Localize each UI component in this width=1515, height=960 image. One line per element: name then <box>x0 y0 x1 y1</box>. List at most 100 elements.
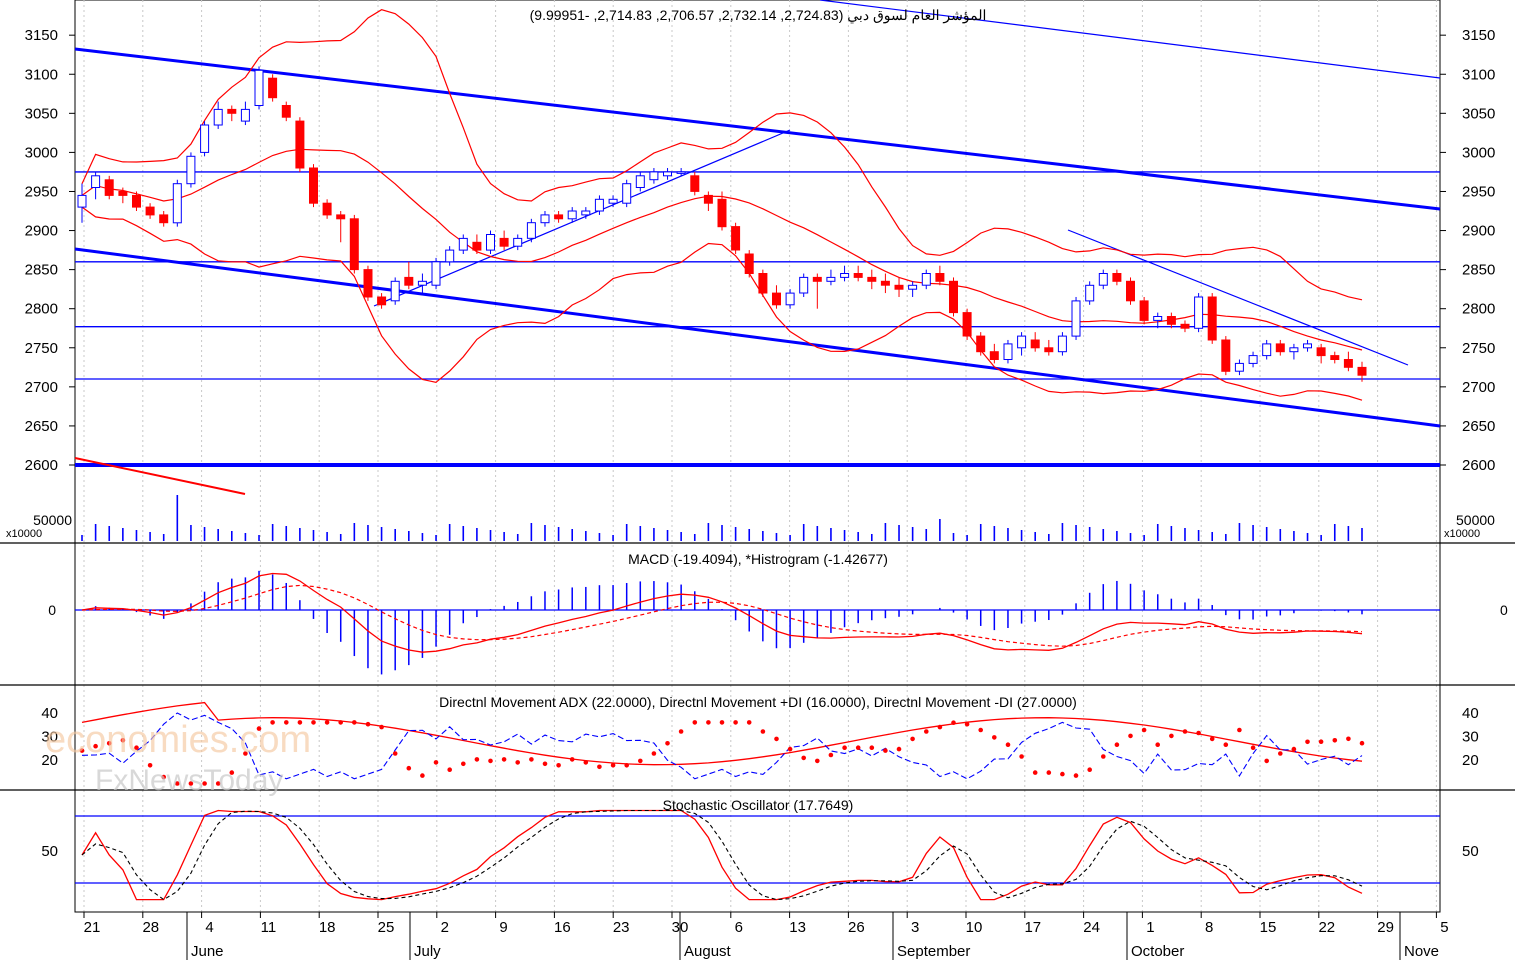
candle-body <box>867 276 877 282</box>
y-tick-label-right: 2900 <box>1462 223 1495 240</box>
grid <box>83 0 1437 912</box>
candle-body <box>322 202 332 216</box>
x-tick-label: 24 <box>1083 919 1100 936</box>
volume-tick-right: 50000 <box>1456 512 1495 528</box>
candle-body <box>649 171 659 181</box>
candle-body <box>554 214 564 220</box>
x-tick-label: 29 <box>1377 919 1394 936</box>
candle-body <box>1207 296 1217 341</box>
candle-body <box>526 222 536 239</box>
minus-di-dot <box>760 729 766 734</box>
indicators <box>75 495 1440 901</box>
minus-di-dot <box>1046 770 1052 775</box>
stoch-tick-left: 50 <box>41 843 58 860</box>
candle-body <box>744 253 754 274</box>
minus-di-dot <box>1250 745 1256 750</box>
candle-body <box>1112 273 1122 282</box>
minus-di-dot <box>106 741 112 746</box>
x-tick-label: 1 <box>1146 919 1154 936</box>
candle-body <box>1085 284 1095 302</box>
candle-body <box>1003 343 1013 360</box>
candle-body <box>663 171 672 177</box>
minus-di-dot <box>937 724 943 730</box>
axes: 21 28 4 11 18 25 2 9 16 23 30 6 13 26 3 10 17 24 1 8 15 22 29 5… <box>0 27 1515 960</box>
candle-body <box>703 194 713 204</box>
candle-body <box>1343 359 1353 368</box>
candle-body <box>1262 343 1272 357</box>
minus-di-dot <box>420 773 425 778</box>
candle-body <box>608 198 618 204</box>
y-tick-label-right: 2600 <box>1462 457 1495 474</box>
x-tick-label: 4 <box>205 919 213 936</box>
minus-di-dot <box>1114 742 1120 747</box>
month-label: July <box>414 943 441 960</box>
candle-body <box>731 226 741 251</box>
candle-body <box>132 194 141 208</box>
x-tick-label: 15 <box>1260 919 1277 936</box>
candle-body <box>976 335 986 353</box>
candle-body <box>227 108 237 114</box>
minus-di-dot <box>883 748 888 753</box>
candle-body <box>853 273 863 278</box>
candle-body <box>91 175 101 189</box>
y-tick-label-left: 2850 <box>25 262 58 279</box>
x-tick-label: 26 <box>848 919 865 936</box>
minus-di-dot <box>1359 740 1365 746</box>
x-tick-label: 2 <box>441 919 449 936</box>
candle-body <box>295 120 305 169</box>
adx-title: Directnl Movement ADX (22.0000), Directn… <box>439 694 1077 710</box>
macd-zero-right: 0 <box>1500 602 1508 618</box>
month-label: October <box>1131 943 1184 960</box>
candle-body <box>635 175 645 189</box>
volume-multiplier-left: x10000 <box>6 528 42 540</box>
candle-body <box>1289 347 1299 353</box>
candle-body <box>281 105 291 118</box>
candle-body <box>908 284 918 290</box>
price-overlays <box>74 0 1441 495</box>
stoch-k-line <box>81 809 1363 901</box>
candle-body <box>1194 296 1204 329</box>
y-tick-label-left: 2600 <box>25 457 58 474</box>
main-title: المؤشر العام لسوق دبي (2,724.83, 2,732.1… <box>530 7 987 24</box>
x-tick-label: 23 <box>613 919 630 936</box>
minus-di-dot <box>338 720 344 725</box>
x-tick-label: 11 <box>261 919 277 936</box>
channel-lower <box>74 247 1441 428</box>
candle-body <box>581 210 591 216</box>
candle-body <box>1017 335 1027 349</box>
candle-body <box>472 241 482 251</box>
y-tick-label-right: 2800 <box>1462 301 1495 318</box>
minus-di-dot <box>297 720 303 725</box>
candles <box>77 66 1367 382</box>
minus-di-dot <box>1278 751 1283 756</box>
candle-body <box>186 155 196 185</box>
candle-body <box>785 292 795 306</box>
minus-di-dot <box>447 767 453 772</box>
minus-di-dot <box>1346 736 1351 742</box>
minus-di-dot <box>120 738 126 743</box>
stoch-title: Stochastic Oscillator (17.7649) <box>663 797 854 813</box>
candle-body <box>499 237 509 247</box>
minus-di-dot <box>583 760 589 765</box>
candle-body <box>758 273 768 294</box>
minus-di-dot <box>1141 727 1147 733</box>
minus-di-dot <box>1032 770 1038 775</box>
minus-di-dot <box>134 745 139 750</box>
y-tick-label-right: 3000 <box>1462 144 1495 161</box>
candle-body <box>1275 343 1285 353</box>
y-tick-label-left: 2650 <box>25 418 58 435</box>
minus-di-dot <box>1073 773 1079 778</box>
minus-di-dot <box>406 765 412 771</box>
macd-title: MACD (-19.4094), *Histrogram (-1.42677) <box>628 551 888 567</box>
candle-body <box>1180 323 1190 329</box>
candle-body <box>880 280 890 286</box>
candle-body <box>1098 273 1108 286</box>
candle-body <box>377 296 387 306</box>
y-tick-label-right: 2650 <box>1462 418 1495 435</box>
candle-body <box>1126 280 1135 302</box>
y-tick-label-right: 3100 <box>1462 66 1495 83</box>
candle-body <box>336 214 346 220</box>
candle-body <box>1234 362 1244 372</box>
x-tick-label: 22 <box>1318 919 1335 936</box>
minus-di-dot <box>842 745 847 750</box>
